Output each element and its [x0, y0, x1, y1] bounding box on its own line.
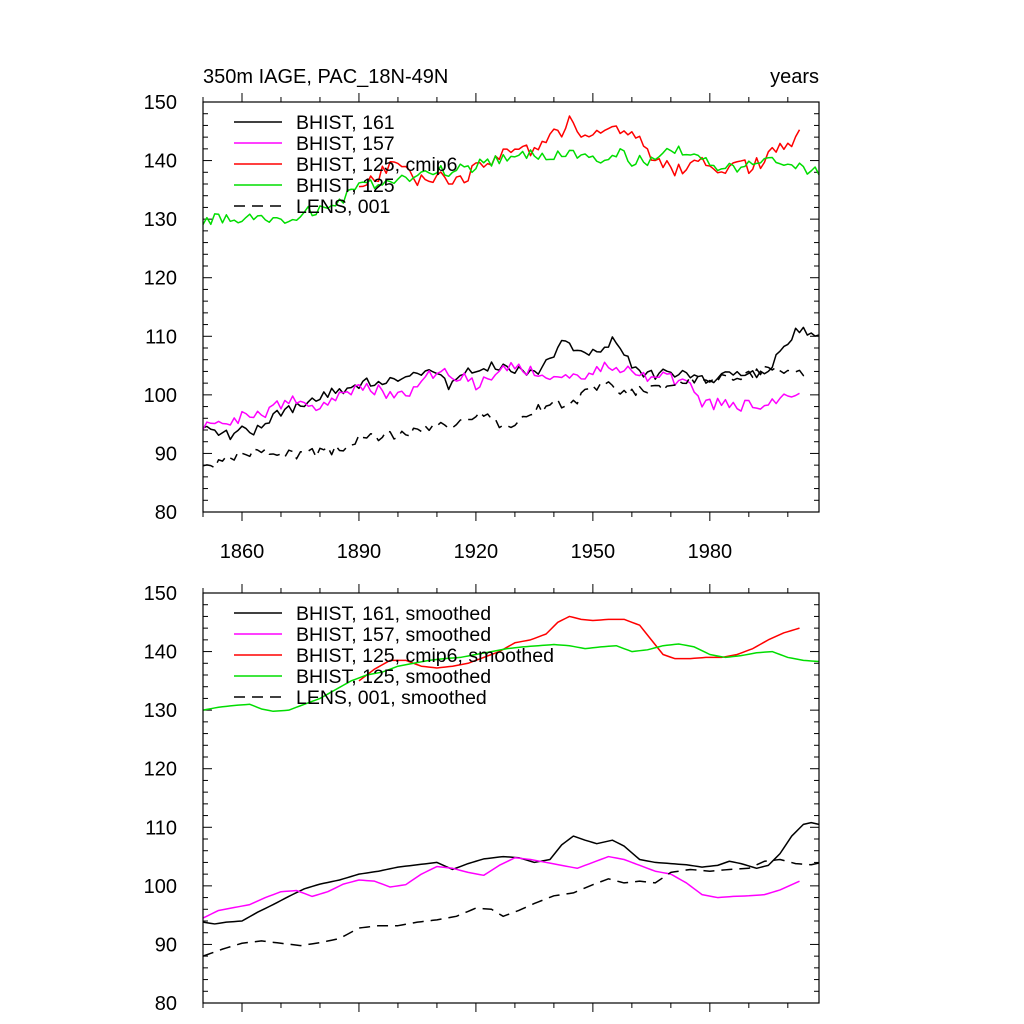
- bottom-panel-frame: [202, 592, 820, 1004]
- series-line-bhist-125-smoothed: [202, 643, 820, 713]
- series-line-bhist-161: [202, 326, 820, 441]
- y-tick-label: 150: [144, 583, 177, 605]
- series-line-bhist-157-smoothed: [202, 855, 800, 919]
- bottom-panel-axes: 80 90 100 110 120 130 140 150: [144, 583, 819, 1015]
- series-line-lens-001-smoothed: [202, 858, 820, 957]
- y-tick-label: 100: [144, 876, 177, 898]
- legend-label: LENS, 001, smoothed: [296, 687, 487, 709]
- y-tick-label: 120: [144, 759, 177, 781]
- y-tick-label: 110: [145, 817, 177, 839]
- top-panel-axes: 80 90 100 110 120 130 140 150 1860 1890 1920 1950 19…: [144, 92, 819, 563]
- legend-label: LENS, 001: [296, 196, 390, 218]
- series-line-bhist-125-cmip6-smoothed: [358, 615, 800, 682]
- x-tick-label: 1980: [688, 541, 733, 563]
- y-tick-label: 140: [144, 642, 177, 664]
- top-panel-series: [202, 115, 820, 469]
- bottom-panel-series: [202, 615, 820, 957]
- x-tick-label: 1860: [220, 541, 265, 563]
- legend-label: BHIST, 125: [296, 175, 395, 197]
- legend-label: BHIST, 161: [296, 112, 395, 134]
- y-tick-label: 110: [145, 326, 177, 348]
- y-tick-label: 90: [155, 934, 177, 956]
- y-tick-label: 130: [144, 700, 177, 722]
- y-tick-label: 80: [155, 502, 177, 524]
- x-tick-label: 1890: [337, 541, 382, 563]
- series-line-bhist-125-cmip6: [358, 115, 801, 188]
- top-panel-title-right: years: [770, 66, 819, 88]
- legend-label: BHIST, 161, smoothed: [296, 603, 491, 625]
- top-panel: 350m IAGE, PAC_18N-49N years 80 90 100 110 1…: [144, 66, 820, 563]
- y-tick-label: 100: [144, 385, 177, 407]
- y-tick-label: 140: [144, 151, 177, 173]
- y-tick-label: 80: [155, 993, 177, 1015]
- legend-label: BHIST, 125, cmip6: [296, 154, 457, 176]
- series-line-bhist-157: [202, 361, 800, 430]
- legend-label: BHIST, 157: [296, 133, 395, 155]
- legend-label: BHIST, 125, cmip6, smoothed: [296, 645, 554, 667]
- top-panel-frame: [202, 101, 820, 513]
- bottom-panel: 80 90 100 110 120 130 140 150 BHIST, 161, smoot…: [144, 583, 820, 1015]
- legend-label: BHIST, 125, smoothed: [296, 666, 491, 688]
- y-tick-label: 150: [144, 92, 177, 114]
- legend-label: BHIST, 157, smoothed: [296, 624, 491, 646]
- y-tick-label: 130: [144, 209, 177, 231]
- series-line-bhist-161-smoothed: [202, 821, 820, 925]
- series-line-lens-001: [202, 365, 808, 469]
- y-tick-label: 90: [155, 443, 177, 465]
- x-tick-label: 1920: [454, 541, 499, 563]
- top-panel-title-left: 350m IAGE, PAC_18N-49N: [203, 66, 448, 88]
- series-line-bhist-125: [202, 145, 820, 226]
- x-tick-label: 1950: [571, 541, 616, 563]
- y-tick-label: 120: [144, 268, 177, 290]
